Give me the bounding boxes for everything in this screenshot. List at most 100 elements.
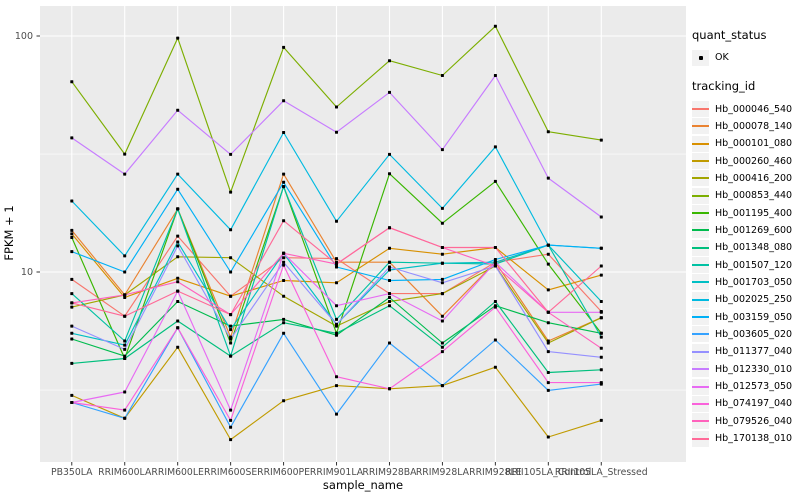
data-point <box>599 418 603 422</box>
data-point <box>546 262 550 266</box>
data-point <box>546 310 550 314</box>
data-point <box>229 341 233 345</box>
data-point <box>282 317 286 321</box>
data-point <box>388 260 391 264</box>
legend-item-Hb_012573_050: Hb_012573_050 <box>692 378 798 395</box>
legend-item-Hb_000416_200: Hb_000416_200 <box>692 170 798 187</box>
data-point <box>493 305 497 309</box>
legend-label: Hb_001269_600 <box>715 224 793 236</box>
data-point <box>388 296 391 299</box>
data-point <box>388 59 391 63</box>
color-line-key-icon <box>692 135 709 152</box>
data-point <box>493 24 497 28</box>
data-point <box>176 345 180 349</box>
data-point <box>440 74 444 77</box>
color-line-key-icon <box>692 343 709 360</box>
data-point <box>440 246 444 249</box>
data-point <box>440 319 444 323</box>
legend-line-swatch <box>692 264 709 267</box>
data-point <box>176 108 180 112</box>
data-point <box>388 387 391 391</box>
legend-label: Hb_000078_140 <box>715 120 793 132</box>
legend-label: Hb_000853_440 <box>715 190 793 202</box>
data-point <box>229 425 233 429</box>
legend-item-Hb_002025_250: Hb_002025_250 <box>692 291 798 308</box>
legend-label: Hb_001195_400 <box>715 207 793 219</box>
data-point <box>599 246 603 250</box>
legend-item-Hb_170138_010: Hb_170138_010 <box>692 430 798 447</box>
data-point <box>123 296 127 299</box>
data-point <box>599 138 603 142</box>
data-point <box>282 263 286 267</box>
legend-label: Hb_002025_250 <box>715 294 793 306</box>
data-point <box>176 207 180 211</box>
legend-label: Hb_011377_040 <box>715 346 793 358</box>
data-point <box>388 246 391 250</box>
data-point <box>599 331 603 335</box>
data-point <box>440 148 444 152</box>
data-point <box>123 293 127 297</box>
legend-line-swatch <box>692 298 709 301</box>
data-point <box>229 228 233 232</box>
legend-item-Hb_003159_050: Hb_003159_050 <box>692 308 798 326</box>
data-point <box>229 328 233 332</box>
legend-item-Hb_000853_440: Hb_000853_440 <box>692 187 798 204</box>
y-tick-label: 10 <box>21 267 33 278</box>
legend-label: Hb_000101_080 <box>715 138 793 150</box>
data-point <box>282 131 286 134</box>
x-tick-label: RRII105LA_Control <box>505 467 591 478</box>
data-point <box>229 190 233 194</box>
ok-point-key-icon <box>692 49 709 66</box>
data-point <box>176 172 180 176</box>
legend-item-Hb_001507_120: Hb_001507_120 <box>692 256 798 274</box>
data-point <box>335 219 338 223</box>
legend-line-swatch <box>692 281 709 284</box>
data-point <box>70 250 74 254</box>
legend-line-swatch <box>692 368 709 371</box>
legend-title-quant-status: quant_status <box>692 28 767 42</box>
data-point <box>440 345 444 349</box>
data-point <box>440 314 444 318</box>
data-point <box>546 350 550 354</box>
color-line-key-icon <box>692 101 709 118</box>
data-point <box>388 152 391 156</box>
data-point <box>599 346 603 350</box>
legend-label: Hb_001348_080 <box>715 242 793 254</box>
data-point <box>282 256 286 260</box>
legend-line-swatch <box>692 402 709 405</box>
data-point <box>229 438 233 442</box>
data-point <box>335 262 338 266</box>
legend-line-swatch <box>692 160 709 163</box>
data-point <box>388 172 391 176</box>
data-point <box>70 277 74 281</box>
x-tick-label: RRIM600SE <box>204 467 257 478</box>
data-point <box>123 347 127 351</box>
color-line-key-icon <box>692 118 709 135</box>
legend-line-swatch <box>692 246 709 249</box>
data-point <box>440 384 444 388</box>
data-point <box>546 341 550 345</box>
color-line-key-icon <box>692 378 709 395</box>
data-point <box>546 130 550 134</box>
data-point <box>388 300 391 303</box>
color-line-key-icon <box>692 187 709 204</box>
y-axis-title: FPKM + 1 <box>2 205 16 261</box>
data-point <box>599 368 603 372</box>
data-point <box>70 305 74 309</box>
legend-line-swatch <box>692 385 709 388</box>
data-point <box>229 256 233 260</box>
data-point <box>440 292 444 296</box>
data-point <box>229 324 233 328</box>
legend-line-swatch <box>692 194 709 197</box>
data-point <box>440 261 444 265</box>
x-tick-label: PB350LA <box>51 467 93 478</box>
data-point <box>123 172 127 176</box>
data-point <box>388 90 391 94</box>
data-point <box>282 45 286 49</box>
data-point <box>335 130 338 134</box>
legend-label: OK <box>715 52 729 64</box>
data-point <box>546 381 550 385</box>
data-point <box>440 277 444 281</box>
color-line-key-icon <box>692 395 709 412</box>
